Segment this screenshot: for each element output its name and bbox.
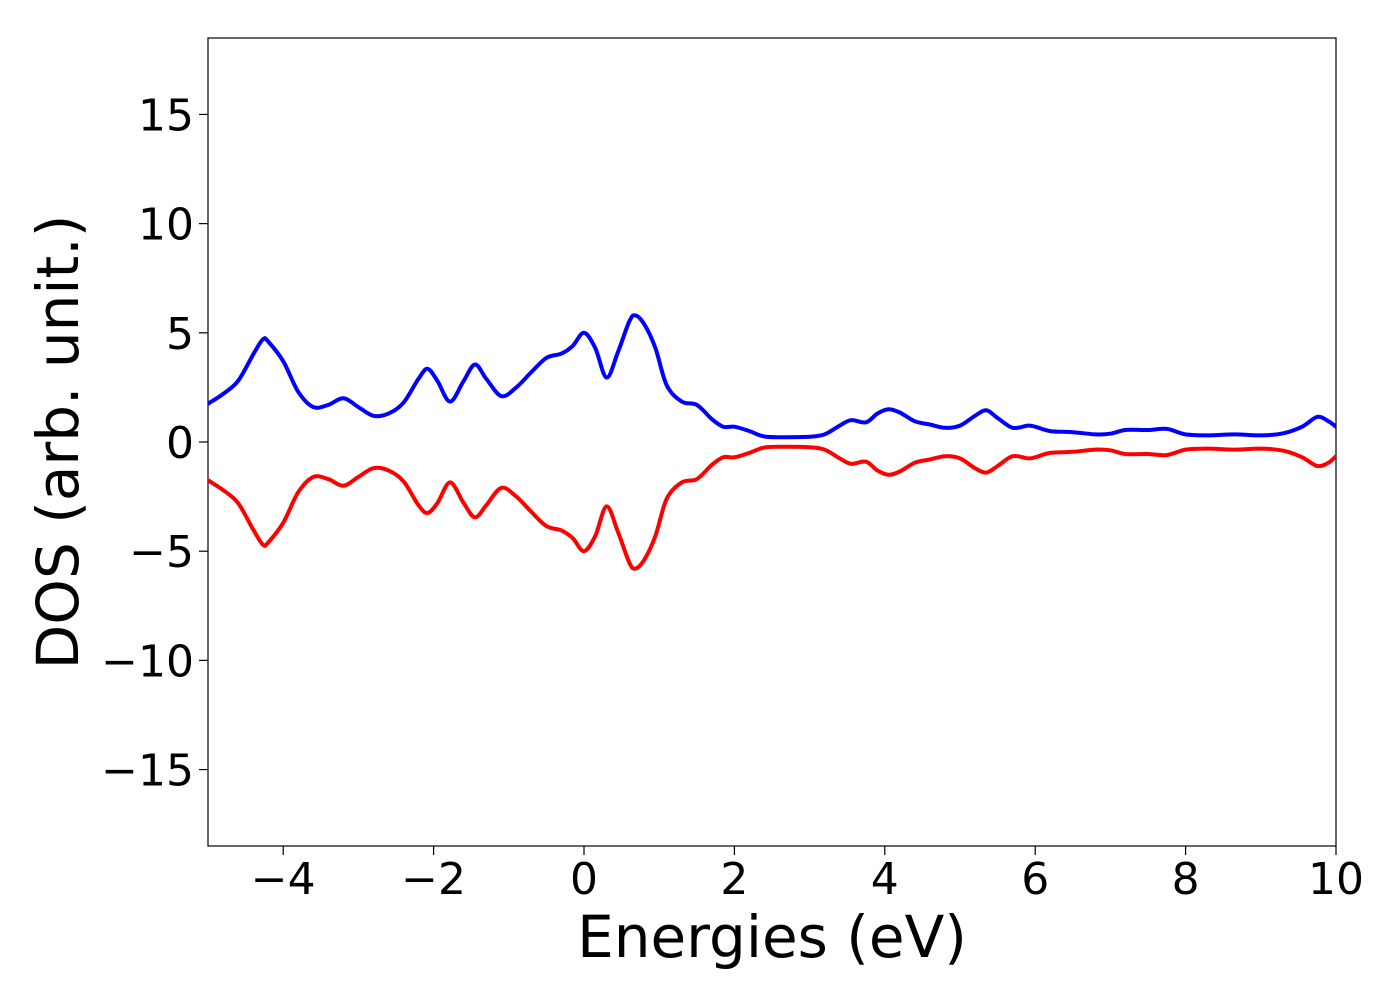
y-tick-label: 15 [138, 90, 194, 141]
y-tick-label: 10 [138, 200, 194, 251]
y-axis-label: DOS (arb. unit.) [24, 215, 92, 670]
x-tick-label: 8 [1172, 854, 1200, 905]
y-tick-label: −15 [101, 746, 194, 797]
dos-series-line-1 [208, 313, 1336, 440]
x-tick-label: −2 [401, 854, 466, 905]
y-tick-label: 5 [166, 309, 194, 360]
y-tick-label: −10 [101, 636, 194, 687]
dos-series-line-2 [208, 444, 1336, 571]
x-tick-label: 2 [720, 854, 748, 905]
y-tick-label: −5 [129, 527, 194, 578]
x-tick-label: 6 [1021, 854, 1049, 905]
y-tick-label: 0 [166, 418, 194, 469]
series-layer [208, 313, 1336, 571]
x-axis-ticks: −4 −2 0 2 4 6 8 10 [251, 846, 1364, 905]
x-axis-label: Energies (eV) [577, 903, 967, 971]
x-tick-label: −4 [251, 854, 316, 905]
x-tick-label: 0 [570, 854, 598, 905]
x-tick-label: 10 [1308, 854, 1364, 905]
y-axis-ticks: 15 10 5 0 −5 −10 −15 [101, 90, 208, 797]
plot-area [207, 37, 1337, 847]
x-tick-label: 4 [871, 854, 899, 905]
